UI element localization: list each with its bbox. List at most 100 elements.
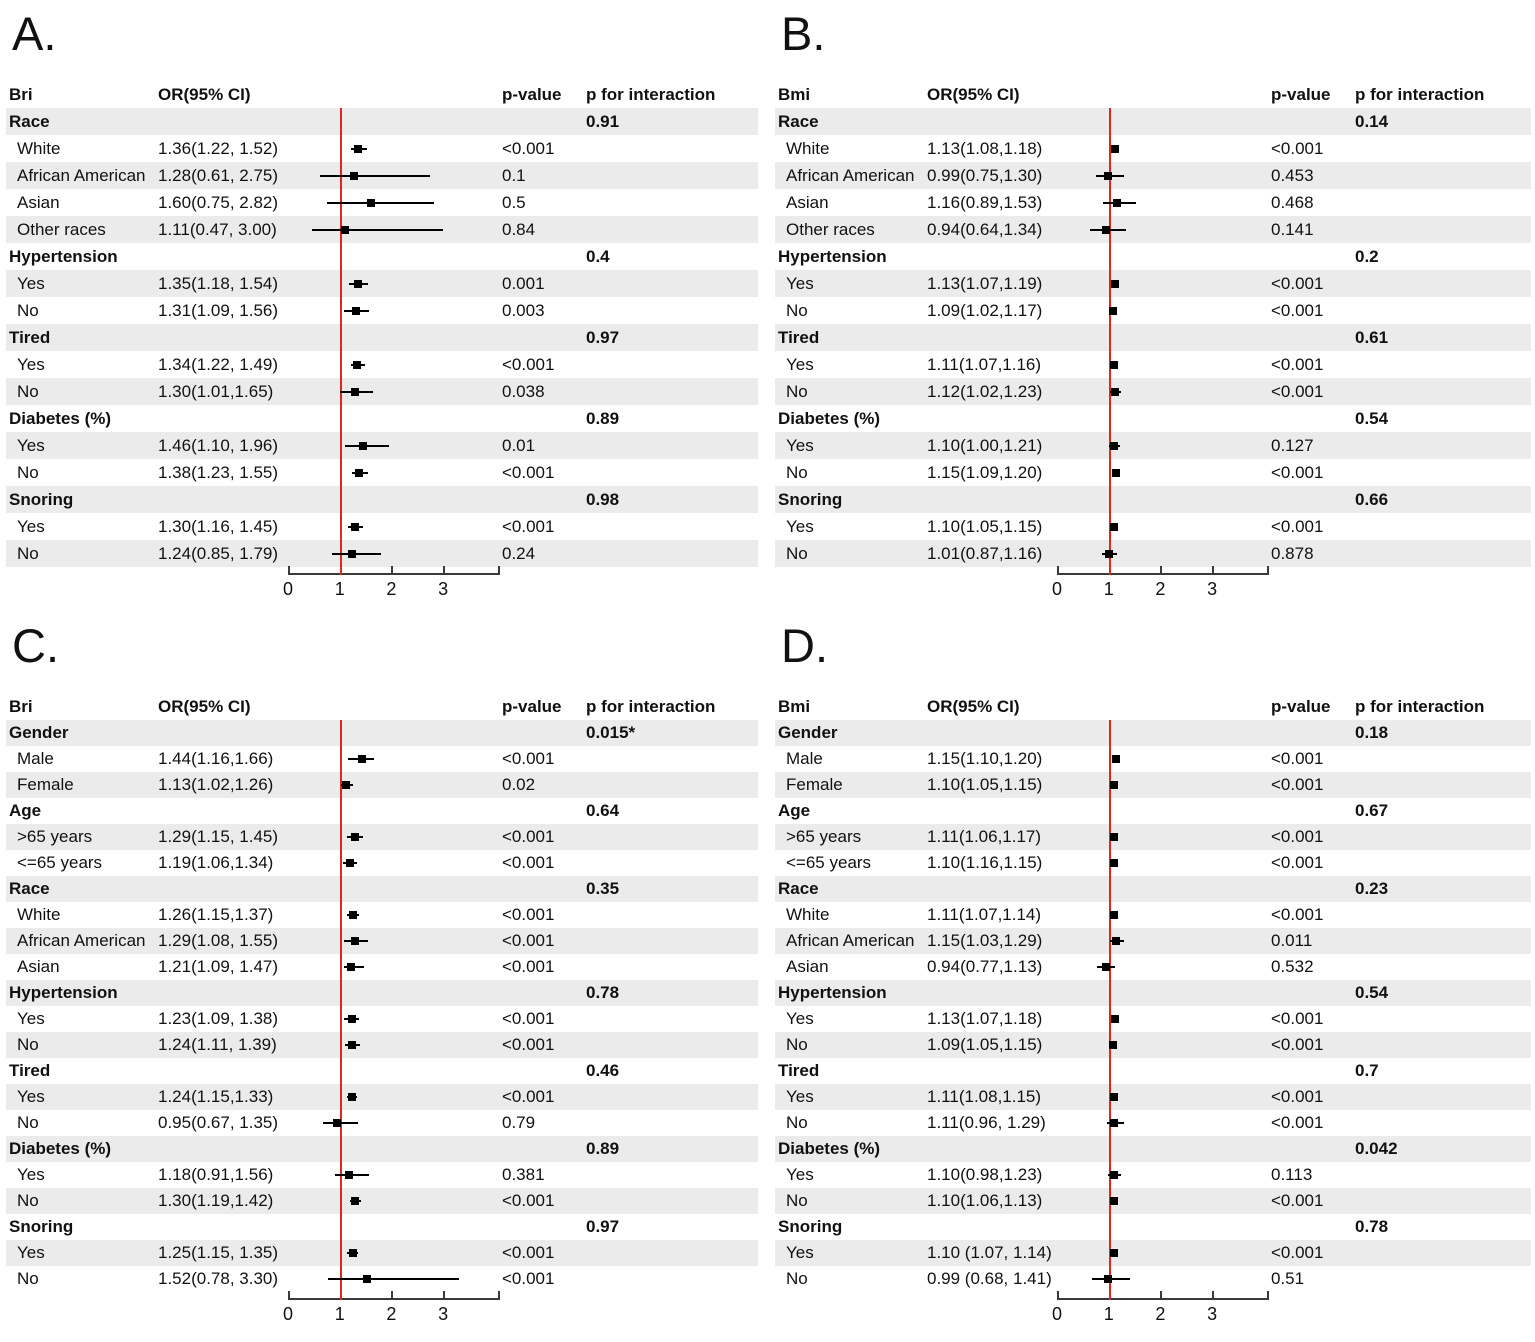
group-row: Diabetes (%) 0.54	[775, 405, 1531, 432]
plot-area	[1057, 432, 1269, 459]
col-header-pinteraction: p for interaction	[1355, 85, 1485, 104]
plot-area	[1057, 902, 1269, 928]
or-marker	[351, 387, 360, 396]
forest-row: Yes 1.11(1.08,1.15) <0.001	[775, 1084, 1531, 1110]
plot-area	[1057, 850, 1269, 876]
forest-row: African American 0.99(0.75,1.30) 0.453	[775, 162, 1531, 189]
p-value: <0.001	[1271, 1243, 1324, 1262]
p-interaction-value: 0.78	[1355, 1217, 1389, 1236]
p-value: <0.001	[1271, 749, 1324, 768]
col-header-pinteraction: p for interaction	[1355, 697, 1485, 716]
panel-b-letter: B.	[781, 7, 826, 60]
row-label: Tired	[778, 327, 820, 347]
p-value: <0.001	[502, 1191, 555, 1210]
or-marker	[348, 549, 357, 558]
plot-area	[288, 540, 500, 567]
p-value: 0.038	[502, 381, 545, 401]
axis-end-tick	[498, 1291, 500, 1298]
forest-row: No 1.24(1.11, 1.39) <0.001	[6, 1032, 758, 1058]
group-row: Hypertension 0.54	[775, 980, 1531, 1006]
panel-b: B. Bmi OR(95% CI) p-value p for interact…	[775, 7, 1531, 599]
or-marker	[1109, 1041, 1118, 1049]
or-marker	[1105, 549, 1114, 558]
forest-row: African American 1.28(0.61, 2.75) 0.1	[6, 162, 758, 189]
or-marker	[1104, 1275, 1113, 1283]
or-ci-text: 1.60(0.75, 2.82)	[158, 192, 279, 212]
or-ci-text: 1.11(1.06,1.17)	[927, 827, 1042, 846]
plot-area	[288, 824, 500, 850]
plot-area	[288, 270, 500, 297]
or-ci-text: 0.95(0.67, 1.35)	[158, 1113, 279, 1132]
col-header-or-ci: OR(95% CI)	[158, 697, 251, 716]
or-marker	[348, 1249, 357, 1257]
p-value: <0.001	[502, 516, 555, 536]
forest-row: No 1.38(1.23, 1.55) <0.001	[6, 459, 758, 486]
row-label: Snoring	[9, 489, 74, 509]
panel-d-column-headers: Bmi OR(95% CI) p-value p for interaction	[775, 694, 1531, 720]
axis-line	[288, 1298, 500, 1300]
row-label: Hypertension	[778, 246, 887, 266]
panel-c: C. Bri OR(95% CI) p-value p for interact…	[6, 619, 758, 1324]
p-value: 0.24	[502, 543, 536, 563]
or-ci-text: 1.52(0.78, 3.30)	[158, 1269, 279, 1288]
plot-area	[288, 243, 500, 270]
or-marker	[1110, 911, 1119, 919]
plot-area	[288, 1136, 500, 1162]
col-header-or-ci: OR(95% CI)	[158, 85, 251, 104]
forest-row: Yes 1.30(1.16, 1.45) <0.001	[6, 513, 758, 540]
row-label: Other races	[786, 219, 875, 239]
or-marker	[1109, 1171, 1118, 1179]
axis-tick-label: 1	[1103, 1304, 1114, 1324]
plot-area	[288, 324, 500, 351]
row-label: >65 years	[786, 827, 862, 846]
p-value: <0.001	[502, 853, 555, 872]
forest-row: No 1.12(1.02,1.23) <0.001	[775, 378, 1531, 405]
forest-row: Male 1.15(1.10,1.20) <0.001	[775, 746, 1531, 772]
plot-area	[288, 902, 500, 928]
forest-row: Asian 1.21(1.09, 1.47) <0.001	[6, 954, 758, 980]
row-label: Yes	[17, 516, 45, 536]
group-row: Race 0.91	[6, 108, 758, 135]
row-label: Female	[786, 775, 843, 794]
row-label: No	[786, 381, 808, 401]
or-ci-text: 1.15(1.03,1.29)	[927, 931, 1043, 950]
or-ci-text: 1.11(0.96, 1.29)	[927, 1113, 1046, 1132]
plot-area	[288, 486, 500, 513]
row-label: Snoring	[778, 489, 843, 509]
p-interaction-value: 0.35	[586, 879, 620, 898]
row-label: No	[786, 462, 808, 482]
or-ci-text: 0.94(0.77,1.13)	[927, 957, 1043, 976]
axis-row: 0 1 2 3	[6, 1291, 758, 1324]
or-marker	[1112, 937, 1121, 945]
axis-line	[1057, 573, 1269, 575]
row-label: Yes	[786, 273, 814, 293]
plot-area	[1057, 1006, 1269, 1032]
p-interaction-value: 0.46	[586, 1061, 620, 1080]
or-ci-text: 1.25(1.15, 1.35)	[158, 1243, 279, 1262]
plot-area	[1057, 1110, 1269, 1136]
or-marker	[353, 360, 362, 369]
p-value: 0.5	[502, 192, 526, 212]
p-interaction-value: 0.18	[1355, 723, 1389, 742]
axis-row: 0 1 2 3	[775, 566, 1531, 599]
or-ci-text: 1.34(1.22, 1.49)	[158, 354, 279, 374]
or-ci-text: 1.01(0.87,1.16)	[927, 543, 1043, 563]
ci-line	[319, 174, 431, 177]
plot-area	[1057, 1188, 1269, 1214]
forest-row: Other races 1.11(0.47, 3.00) 0.84	[6, 216, 758, 243]
or-marker	[358, 755, 367, 763]
p-interaction-value: 0.015*	[586, 723, 636, 742]
or-marker	[1112, 755, 1121, 763]
row-label: Gender	[9, 723, 69, 742]
row-label: Diabetes (%)	[9, 408, 112, 428]
p-value: <0.001	[502, 1035, 555, 1054]
or-ci-text: 1.10(1.06,1.13)	[927, 1191, 1043, 1210]
row-label: Asian	[786, 192, 829, 212]
panel-c-letter: C.	[12, 619, 59, 672]
forest-row: Other races 0.94(0.64,1.34) 0.141	[775, 216, 1531, 243]
row-label: >65 years	[17, 827, 93, 846]
plot-area	[288, 1006, 500, 1032]
panel-d-letter: D.	[781, 619, 828, 672]
forest-row: No 0.95(0.67, 1.35) 0.79	[6, 1110, 758, 1136]
